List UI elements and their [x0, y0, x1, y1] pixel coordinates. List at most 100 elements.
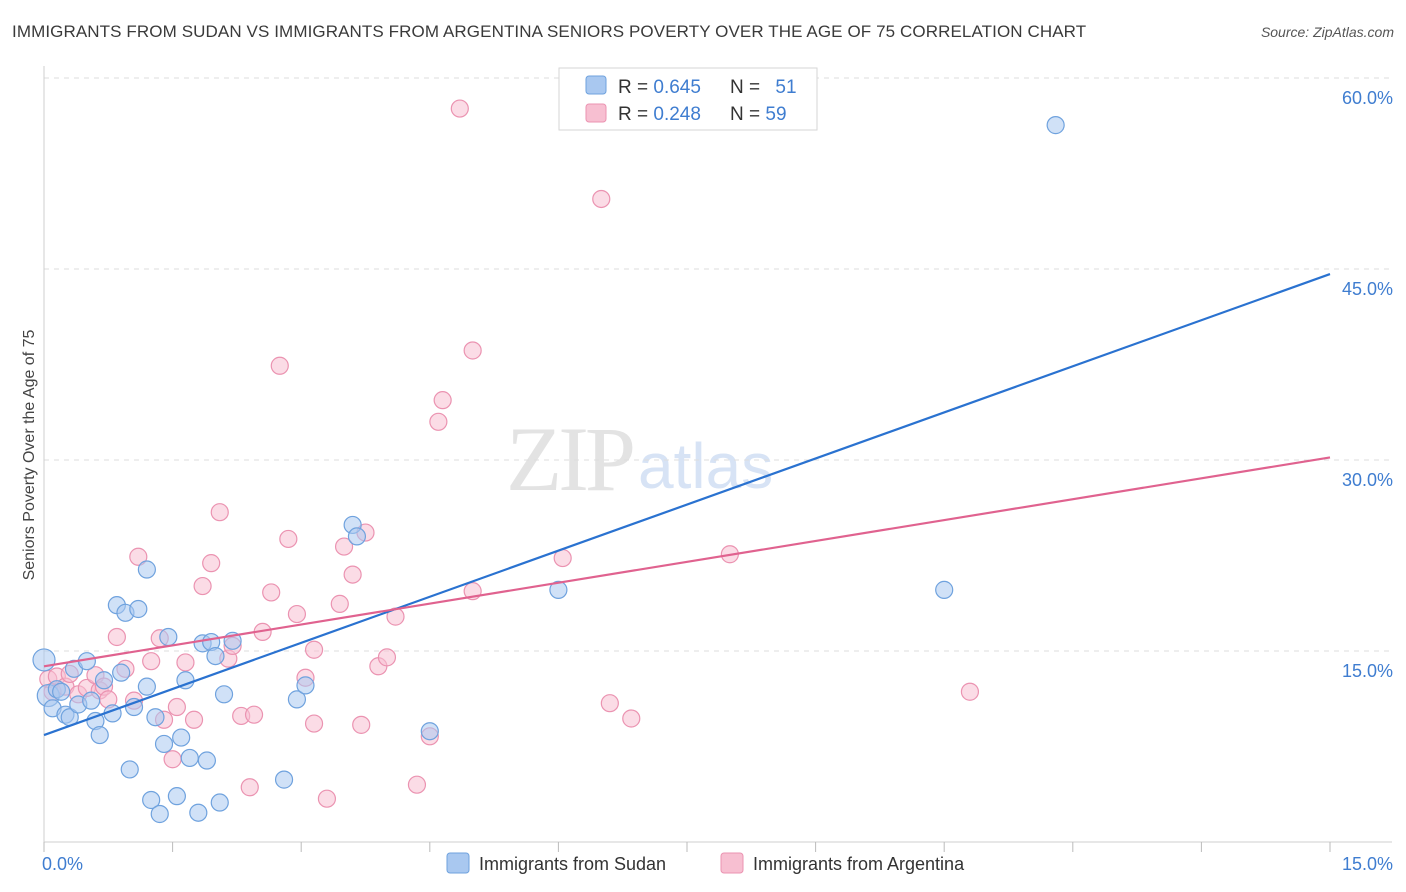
sudan-point — [159, 627, 178, 647]
sudan-point — [167, 787, 186, 806]
sudan-point — [206, 646, 225, 666]
argentina-point — [330, 594, 349, 613]
argentina-point — [287, 604, 307, 624]
stats-n-value-argentina: 59 — [765, 104, 786, 125]
stats-r-label-sudan: R = — [618, 77, 653, 98]
sudan-point — [137, 560, 156, 579]
y-tick-label: 45.0% — [1342, 279, 1393, 299]
axes — [43, 66, 1392, 852]
x-tick-label: 15.0% — [1342, 854, 1393, 874]
sudan-point — [180, 748, 199, 768]
stats-n-value-sudan: 51 — [775, 77, 796, 98]
y-tick-label: 60.0% — [1342, 88, 1393, 108]
sudan-point — [120, 760, 139, 779]
argentina-point — [142, 652, 161, 671]
watermark-zip: ZIP — [506, 408, 633, 510]
sudan-point — [90, 725, 109, 745]
legend-label-sudan: Immigrants from Sudan — [479, 854, 666, 874]
sudan-point — [420, 722, 439, 741]
stats-legend: R = 0.645 N = 51 R = 0.248 N = 59 — [558, 67, 818, 131]
y-tick-labels: 15.0% 30.0% 45.0% 60.0% — [1342, 88, 1393, 681]
argentina-point — [960, 682, 980, 701]
argentina-point — [163, 750, 182, 769]
argentina-point — [622, 709, 641, 728]
sudan-point — [210, 793, 229, 812]
sudan-point — [1046, 116, 1065, 135]
sudan-point — [214, 685, 234, 704]
sudan-point — [549, 580, 568, 599]
stats-swatch-sudan — [585, 75, 607, 95]
sudan-point — [112, 663, 131, 682]
stats-r-value-sudan: 0.645 — [653, 77, 701, 98]
svg-text:N = 51: N = 51 — [730, 77, 797, 98]
sudan-point — [274, 770, 294, 789]
sudan-point — [142, 790, 161, 810]
sudan-point — [935, 580, 954, 599]
sudan-point — [172, 728, 191, 747]
svg-text:R = 0.645: R = 0.645 — [618, 77, 701, 98]
argentina-point — [450, 99, 469, 118]
argentina-point — [304, 714, 324, 733]
stats-n-label-argentina: N = — [730, 104, 765, 125]
argentina-point — [184, 710, 204, 729]
argentina-point — [279, 529, 298, 549]
argentina-point — [433, 391, 452, 410]
argentina-point — [317, 789, 337, 808]
stats-swatch-argentina — [585, 103, 607, 123]
y-tick-label: 30.0% — [1342, 470, 1393, 490]
argentina-point — [176, 653, 195, 672]
trend-line-sudan — [43, 273, 1331, 737]
argentina-point — [407, 775, 427, 794]
sudan-point — [82, 691, 101, 710]
argentina-point — [304, 640, 324, 659]
trend-line-argentina — [43, 456, 1331, 668]
argentina-point — [202, 554, 221, 573]
sudan-point — [197, 751, 216, 770]
data-points — [32, 99, 1065, 824]
argentina-point — [343, 565, 362, 584]
argentina-point — [352, 715, 371, 734]
sudan-point — [189, 803, 208, 822]
argentina-point — [167, 697, 186, 717]
argentina-point — [129, 547, 148, 566]
sudan-point — [287, 690, 307, 709]
argentina-point — [240, 778, 259, 797]
sudan-point — [347, 527, 367, 546]
argentina-point — [463, 341, 482, 360]
argentina-point — [193, 576, 212, 596]
sudan-point — [94, 671, 114, 690]
argentina-point — [600, 694, 619, 713]
svg-text:R = 0.248: R = 0.248 — [618, 104, 701, 125]
legend-swatch-argentina — [720, 852, 744, 874]
sudan-point — [129, 599, 148, 619]
legend-label-argentina: Immigrants from Argentina — [753, 854, 965, 874]
sudan-point — [150, 804, 169, 824]
argentina-point — [429, 412, 448, 431]
argentina-point — [107, 627, 126, 647]
argentina-point — [334, 537, 354, 556]
y-tick-label: 15.0% — [1342, 661, 1393, 681]
sudan-point — [52, 682, 71, 701]
chart-title: IMMIGRANTS FROM SUDAN VS IMMIGRANTS FROM… — [12, 22, 1087, 41]
sudan-point — [124, 697, 144, 717]
argentina-point — [377, 648, 397, 667]
argentina-point — [244, 705, 264, 724]
sudan-point — [296, 676, 315, 695]
source-label: Source: ZipAtlas.com — [1260, 24, 1394, 40]
sudan-point — [154, 734, 174, 754]
sudan-point — [32, 648, 56, 672]
x-tick-label: 0.0% — [42, 854, 83, 874]
svg-text:N = 59: N = 59 — [730, 104, 787, 125]
watermark-atlas: atlas — [638, 430, 773, 502]
argentina-point — [270, 356, 289, 375]
x-tick-labels: 0.0% 15.0% — [42, 854, 1393, 874]
legend-swatch-sudan — [446, 852, 470, 874]
stats-r-label-argentina: R = — [618, 104, 653, 125]
stats-n-label-sudan: N = — [730, 77, 765, 98]
series-legend: Immigrants from Sudan Immigrants from Ar… — [446, 852, 965, 874]
argentina-point — [262, 583, 281, 602]
stats-r-value-argentina: 0.248 — [653, 104, 701, 125]
sudan-point — [137, 677, 156, 696]
trend-lines — [43, 273, 1331, 737]
